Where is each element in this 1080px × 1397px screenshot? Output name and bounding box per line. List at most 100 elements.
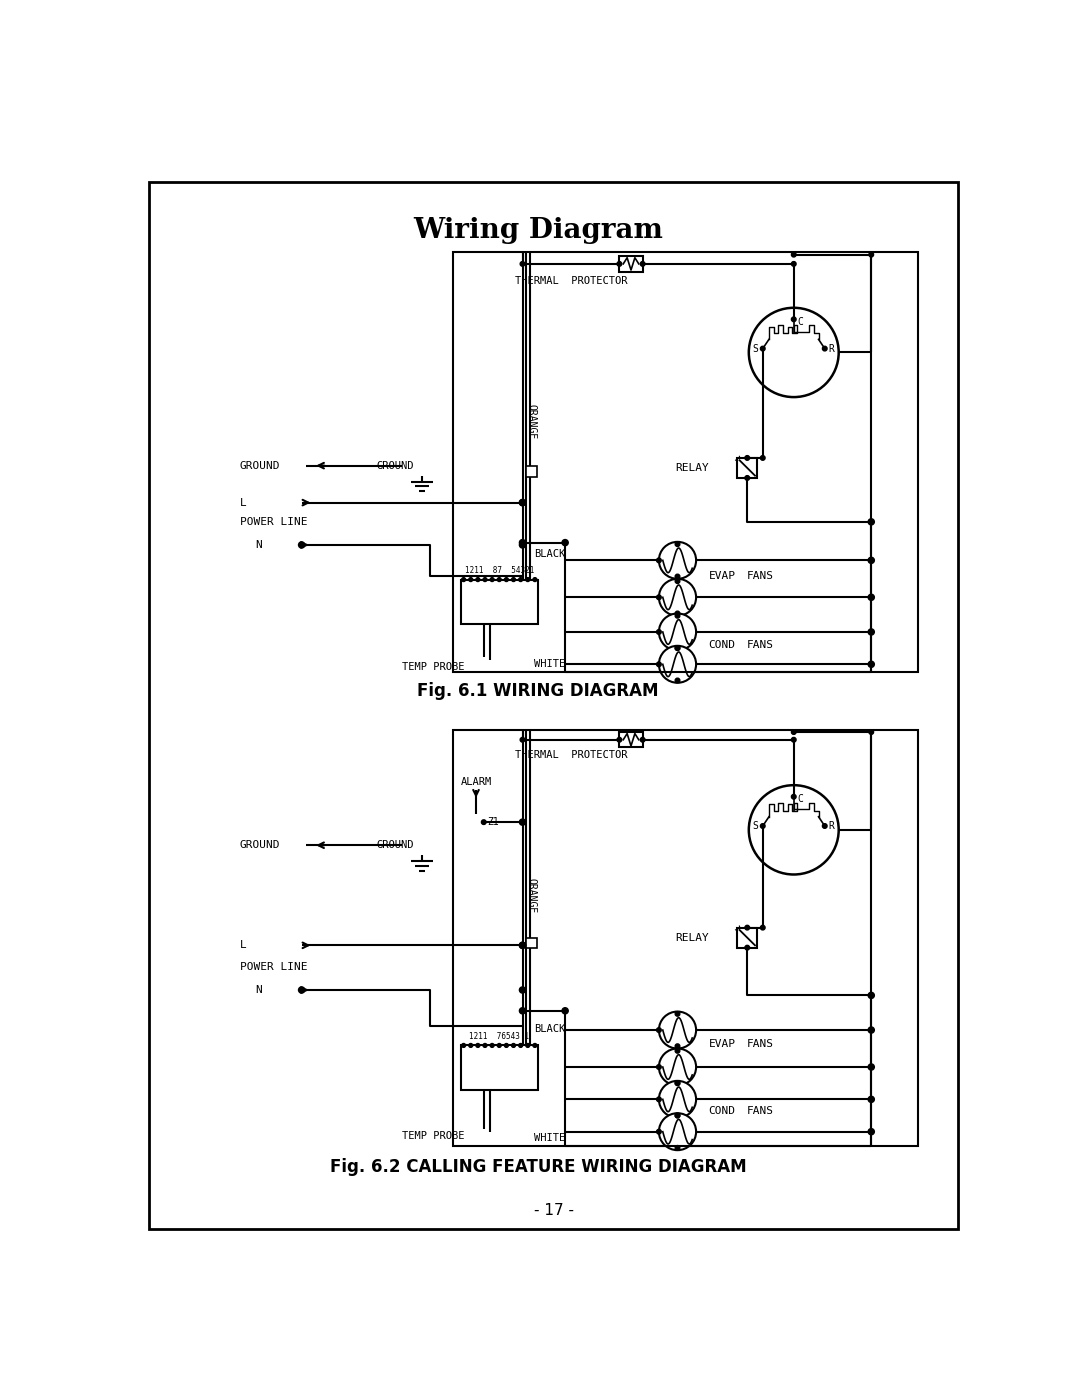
Circle shape bbox=[675, 678, 679, 683]
Text: CONTROLLER: CONTROLLER bbox=[468, 602, 530, 612]
Text: GROUND: GROUND bbox=[240, 461, 280, 471]
Circle shape bbox=[823, 346, 827, 351]
Circle shape bbox=[675, 1146, 679, 1150]
Text: S: S bbox=[753, 344, 759, 353]
Text: GROUND: GROUND bbox=[377, 461, 414, 471]
Circle shape bbox=[659, 645, 697, 683]
Text: BLACK: BLACK bbox=[535, 1024, 565, 1034]
Circle shape bbox=[657, 1129, 661, 1134]
Text: WHITE: WHITE bbox=[534, 1133, 565, 1143]
Text: FANS: FANS bbox=[747, 571, 774, 581]
Circle shape bbox=[868, 1065, 875, 1070]
Circle shape bbox=[519, 986, 526, 993]
Circle shape bbox=[504, 1044, 509, 1048]
Circle shape bbox=[792, 795, 796, 799]
Text: - 17 -: - 17 - bbox=[534, 1203, 573, 1218]
Circle shape bbox=[868, 992, 875, 999]
Bar bbox=[738, 458, 757, 478]
Circle shape bbox=[745, 475, 750, 481]
Circle shape bbox=[868, 1027, 875, 1034]
Circle shape bbox=[490, 1044, 494, 1048]
Text: POWER LINE: POWER LINE bbox=[240, 963, 307, 972]
Text: ORANGE: ORANGE bbox=[527, 877, 537, 912]
Circle shape bbox=[675, 1011, 679, 1016]
Circle shape bbox=[675, 1081, 679, 1085]
Circle shape bbox=[675, 1113, 679, 1118]
Circle shape bbox=[792, 253, 796, 257]
Circle shape bbox=[519, 1007, 526, 1014]
Circle shape bbox=[657, 662, 661, 666]
Circle shape bbox=[792, 729, 796, 735]
Text: Fig. 6.2 CALLING FEATURE WIRING DIAGRAM: Fig. 6.2 CALLING FEATURE WIRING DIAGRAM bbox=[329, 1158, 746, 1176]
Circle shape bbox=[760, 824, 765, 828]
Circle shape bbox=[504, 578, 509, 581]
Circle shape bbox=[659, 1113, 697, 1150]
Circle shape bbox=[519, 539, 526, 546]
Circle shape bbox=[675, 1049, 679, 1053]
Circle shape bbox=[792, 738, 796, 742]
Circle shape bbox=[476, 1044, 480, 1048]
Text: R: R bbox=[828, 821, 835, 831]
Circle shape bbox=[675, 645, 679, 651]
Bar bbox=[460, 1045, 538, 1090]
Circle shape bbox=[617, 261, 622, 267]
Circle shape bbox=[869, 729, 874, 735]
Circle shape bbox=[659, 613, 697, 651]
Circle shape bbox=[518, 578, 523, 581]
Circle shape bbox=[526, 1044, 529, 1048]
Text: THERMAL  PROTECTOR: THERMAL PROTECTOR bbox=[515, 275, 627, 286]
Circle shape bbox=[521, 261, 525, 267]
Bar bbox=[453, 729, 918, 1146]
Circle shape bbox=[675, 1044, 679, 1049]
Text: FANS: FANS bbox=[747, 1106, 774, 1116]
Circle shape bbox=[519, 942, 526, 949]
Circle shape bbox=[675, 610, 679, 616]
Text: N: N bbox=[255, 985, 261, 995]
Circle shape bbox=[298, 542, 305, 548]
Circle shape bbox=[869, 253, 874, 257]
Circle shape bbox=[469, 578, 473, 581]
Circle shape bbox=[675, 645, 679, 651]
Circle shape bbox=[659, 578, 697, 616]
Circle shape bbox=[868, 1129, 875, 1134]
Circle shape bbox=[659, 1081, 697, 1118]
Bar bbox=[738, 928, 757, 947]
Circle shape bbox=[675, 574, 679, 578]
Circle shape bbox=[532, 1044, 537, 1048]
Text: GROUND: GROUND bbox=[377, 840, 414, 851]
Circle shape bbox=[657, 1028, 661, 1032]
Text: WHITE: WHITE bbox=[534, 659, 565, 669]
Circle shape bbox=[519, 542, 526, 548]
Bar bbox=[619, 256, 643, 271]
Circle shape bbox=[745, 946, 750, 950]
Circle shape bbox=[532, 578, 537, 581]
Text: COND: COND bbox=[708, 640, 735, 650]
Text: EVAP: EVAP bbox=[708, 1039, 735, 1049]
Circle shape bbox=[519, 500, 526, 506]
Circle shape bbox=[675, 542, 679, 546]
Circle shape bbox=[657, 1065, 661, 1069]
Circle shape bbox=[640, 261, 645, 267]
Circle shape bbox=[640, 738, 645, 742]
Text: Fig. 6.1 WIRING DIAGRAM: Fig. 6.1 WIRING DIAGRAM bbox=[417, 682, 659, 700]
Circle shape bbox=[521, 738, 525, 742]
Circle shape bbox=[868, 629, 875, 636]
Bar bbox=[619, 732, 643, 747]
Circle shape bbox=[482, 820, 486, 824]
Bar bbox=[526, 467, 537, 478]
Text: THERMAL  PROTECTOR: THERMAL PROTECTOR bbox=[515, 750, 627, 760]
Text: S: S bbox=[753, 821, 759, 831]
Circle shape bbox=[657, 557, 661, 563]
Circle shape bbox=[657, 595, 661, 599]
Text: L: L bbox=[240, 497, 246, 507]
Text: GROUND: GROUND bbox=[240, 840, 280, 851]
Bar bbox=[460, 580, 538, 624]
Circle shape bbox=[476, 578, 480, 581]
Text: Z1: Z1 bbox=[488, 817, 499, 827]
Text: POWER LINE: POWER LINE bbox=[240, 517, 307, 527]
Circle shape bbox=[657, 1097, 661, 1102]
Circle shape bbox=[675, 1113, 679, 1118]
Text: R: R bbox=[828, 344, 835, 353]
Circle shape bbox=[792, 261, 796, 267]
Circle shape bbox=[745, 925, 750, 930]
